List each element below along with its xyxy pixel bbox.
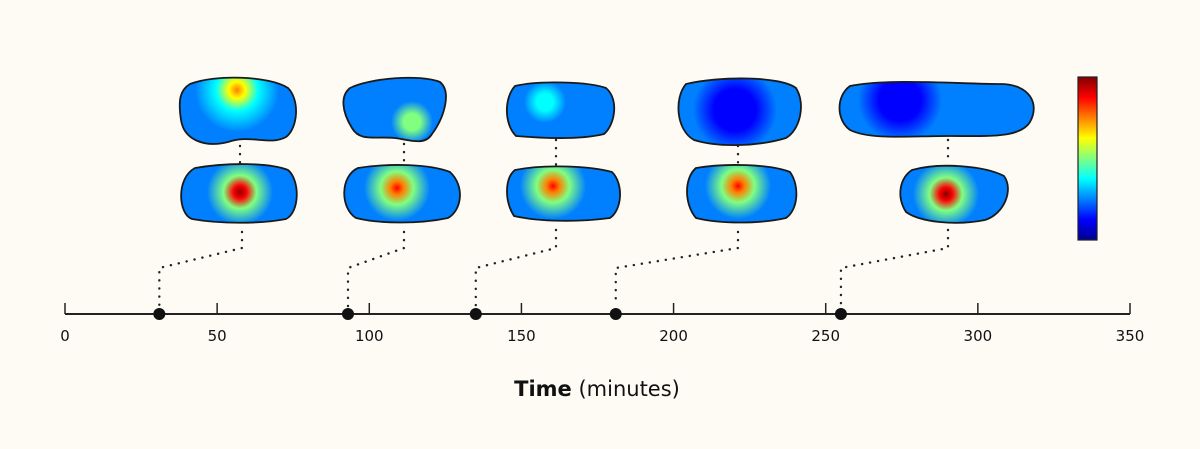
- tick-label: 100: [355, 327, 384, 345]
- cell-4-top-image: [677, 77, 802, 146]
- timepoint-marker: [341, 308, 354, 320]
- axis-title-unit: (minutes): [578, 377, 679, 401]
- cell-2-top-image: [342, 76, 447, 143]
- cell-3-top-image: [505, 81, 616, 139]
- connector-to-timepoint: [158, 230, 244, 308]
- cell-images: [178, 76, 1035, 224]
- cell-5-top-image: [838, 80, 1035, 138]
- colorbar: [1077, 76, 1098, 241]
- axis-title-bold: Time: [514, 377, 572, 401]
- axis-title: Time (minutes): [514, 377, 680, 401]
- cell-5-bottom-image: [899, 164, 1009, 224]
- cell-3-bottom-image: [506, 165, 621, 222]
- timepoint-marker: [469, 308, 482, 320]
- timepoint-marker: [834, 308, 847, 320]
- connector-to-timepoint: [839, 228, 950, 308]
- tick-label: 300: [964, 327, 993, 345]
- cell-4-bottom-image: [686, 164, 798, 224]
- connector-to-timepoint: [614, 230, 740, 308]
- tick-label: 150: [507, 327, 536, 345]
- cell-2-bottom-image: [343, 164, 461, 224]
- connector-to-timepoint: [346, 230, 406, 308]
- cell-1-top-image: [178, 76, 297, 145]
- tick-label: 200: [659, 327, 688, 345]
- tick-label: 50: [208, 327, 227, 345]
- tick-label: 0: [60, 327, 70, 345]
- tick-label: 350: [1116, 327, 1145, 345]
- cell-1-bottom-image: [180, 163, 298, 224]
- timepoint-marker: [609, 308, 622, 320]
- connector-to-timepoint: [474, 228, 558, 308]
- time-axis: 0 50 100 150 200 250 300 350: [60, 303, 1144, 345]
- tick-label: 250: [811, 327, 840, 345]
- timepoint-marker: [153, 308, 166, 320]
- connectors: [158, 138, 950, 308]
